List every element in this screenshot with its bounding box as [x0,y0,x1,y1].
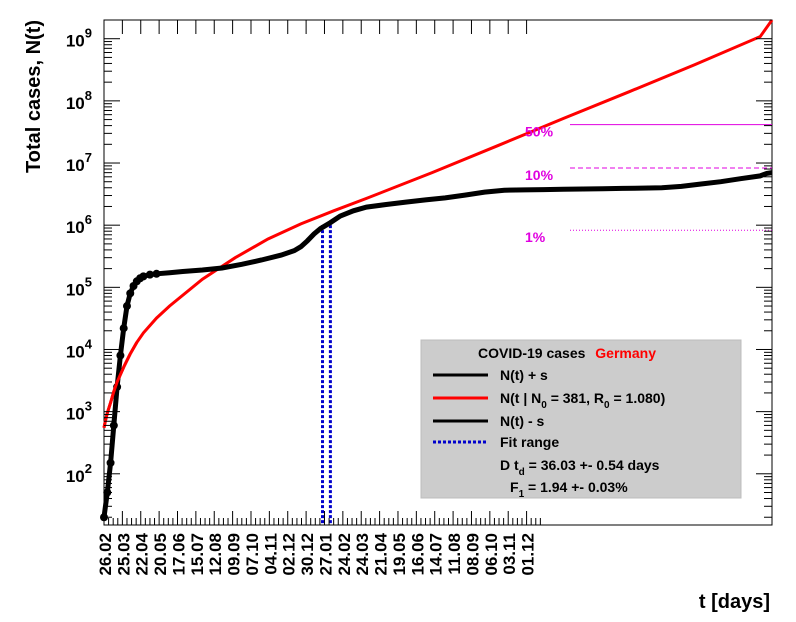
x-tick-label: 24.02 [335,533,354,576]
legend-f1: F1 = 1.94 +- 0.03% [510,479,628,500]
legend-title-text: COVID-19 cases [478,345,586,361]
reference-label: 50% [525,124,554,140]
data-point [152,269,161,278]
y-tick-label: 103 [66,399,92,424]
x-tick-label: 21.04 [372,532,391,575]
td-pre: D t [500,457,519,473]
x-axis-title: t [days] [699,591,770,613]
f-sub: 1 [519,489,525,500]
reference-lines [570,124,772,231]
y-tick-base: 10 [66,467,85,486]
x-tick-label: 25.03 [114,533,133,576]
y-tick-exp: 4 [85,336,93,351]
y-axis-title: Total cases, N(t) [23,20,45,173]
fit-label-pre: N(t | N [500,390,541,406]
y-tick-exp: 2 [85,461,92,476]
data-point [126,289,135,298]
fit-label-post: = 1.080) [610,390,666,406]
data-point [122,302,131,311]
x-tick-label: 15.07 [188,533,207,576]
y-tick-exp: 3 [85,399,92,414]
y-tick-exp: 9 [85,26,92,41]
x-tick-label: 30.12 [298,533,317,576]
x-tick-label: 20.05 [151,533,170,576]
x-tick-label: 16.06 [408,533,427,576]
reference-label: 1% [525,229,546,245]
fit-label-sub1: 0 [541,400,547,411]
legend-box [420,339,742,499]
data-point [119,324,128,333]
y-tick-base: 10 [66,156,85,175]
f-post: = 1.94 +- 0.03% [524,479,628,495]
y-tick-exp: 7 [85,150,92,165]
y-tick-base: 10 [66,342,85,361]
y-tick-label: 108 [66,88,92,113]
y-tick-label: 106 [66,212,92,237]
x-tick-label: 17.06 [169,533,188,576]
data-point [109,421,118,430]
reference-label: 10% [525,167,554,183]
y-tick-base: 10 [66,94,85,113]
td-sub: d [519,467,525,478]
y-tick-exp: 6 [85,212,92,227]
x-axis-ticks: 26.02 25.03 22.04 20.05 17.06 15.07 12.08 09.09… [96,20,541,576]
legend-label-lower: N(t) - s [500,413,545,429]
x-tick-label: 24.03 [353,533,372,576]
x-tick-label: 09.09 [225,533,244,576]
x-tick-label: 03.11 [500,533,519,575]
data-point [139,272,148,281]
legend: COVID-19 cases Germany N(t) + s N(t | N0… [420,339,742,500]
legend-label-upper: N(t) + s [500,367,548,383]
f-pre: F [510,479,519,495]
y-tick-label: 105 [66,274,92,299]
y-tick-label: 109 [66,26,92,51]
percent-labels: 50% 10% 1% [525,124,554,246]
x-tick-label: 27.01 [316,533,335,576]
x-tick-label: 02.12 [280,533,299,576]
x-tick-label: 08.09 [463,533,482,576]
data-point [145,270,154,279]
x-tick-label: 11.08 [445,533,464,575]
y-tick-label: 104 [66,336,93,361]
y-tick-base: 10 [66,405,85,424]
x-tick-label: 19.05 [390,533,409,576]
data-point [116,351,125,360]
legend-label-fit: N(t | N0 = 381, R0 = 1.080) [500,390,665,411]
series-fit-line-early [102,341,139,429]
legend-title: COVID-19 cases Germany [478,345,656,361]
x-tick-label: 07.10 [243,533,262,576]
legend-label-fitrange: Fit range [500,434,559,450]
data-point [106,458,115,467]
x-tick-label: 14.07 [427,533,446,576]
fit-label-sub2: 0 [604,400,610,411]
x-tick-label: 04.11 [261,533,280,575]
y-tick-exp: 5 [85,274,92,289]
y-tick-base: 10 [66,218,85,237]
x-tick-label: 22.04 [133,532,152,575]
x-tick-label: 12.08 [206,533,225,576]
y-tick-label: 102 [66,461,92,486]
td-post: = 36.03 +- 0.54 days [525,457,660,473]
y-tick-exp: 8 [85,88,92,103]
x-tick-label: 01.12 [519,533,538,576]
legend-country: Germany [595,345,656,361]
fit-label-mid: = 381, R [547,390,604,406]
x-tick-label: 26.02 [96,533,115,576]
y-tick-label: 107 [66,150,92,175]
x-tick-label: 06.10 [482,533,501,576]
y-tick-base: 10 [66,280,85,299]
data-series [100,19,774,522]
legend-doubling-time: D td = 36.03 +- 0.54 days [500,457,660,478]
y-tick-base: 10 [66,32,85,51]
